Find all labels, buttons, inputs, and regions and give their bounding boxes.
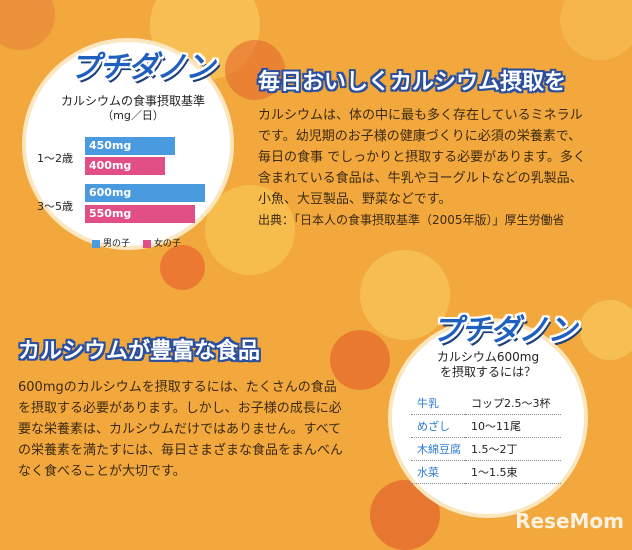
bar-boy-1-2: 450mg xyxy=(85,137,175,155)
source-line: 出典：「日本人の食事摂取基準（2005年版）」厚生労働省 xyxy=(258,213,565,227)
chart-title: カルシウムの食事摂取基準 xyxy=(60,94,205,108)
bar-girl-1-2: 400mg xyxy=(85,157,165,175)
brand-logo: プチダノン xyxy=(432,313,577,348)
legend-swatch-girl xyxy=(142,239,151,248)
text-line: 毎日の食事 でしっかりと摂取する必要があります。多く xyxy=(258,150,586,165)
resemom-watermark: ReseMom xyxy=(515,509,624,533)
section2-text: 600mgのカルシウムを摂取するには、たくさんの食品 を摂取する必要があります。… xyxy=(18,377,343,482)
food-amount: 10～11尾 xyxy=(465,414,561,438)
text-line: 小魚、大豆製品、野菜などです。 xyxy=(258,192,452,207)
text-line: を摂取する必要があります。しかし、お子様の成長に必 xyxy=(18,401,342,416)
table-row: めざし 10～11尾 xyxy=(411,414,561,438)
table-row: 水菜 1～1.5束 xyxy=(411,460,561,484)
bar-boy-3-5: 600mg xyxy=(85,184,205,202)
bg-bubble xyxy=(360,250,450,340)
bar-value: 550mg xyxy=(89,207,132,220)
food-amount: コップ2.5～3杯 xyxy=(465,392,561,415)
section1-text: カルシウムは、体の中に最も多く存在しているミネラル です。幼児期のお子様の健康づ… xyxy=(258,105,586,231)
legend-swatch-boy xyxy=(92,239,100,248)
food-name: 牛乳 xyxy=(411,392,465,415)
chart-unit: （mg／日） xyxy=(102,109,164,122)
chart-legend: 男の子 女の子 xyxy=(92,236,181,249)
section2-heading: カルシウムが豊富な食品 xyxy=(18,339,261,364)
food-box-title-line: カルシウム600mg xyxy=(436,350,540,364)
food-name: 木綿豆腐 xyxy=(411,437,465,461)
bar-girl-3-5: 550mg xyxy=(85,205,195,223)
legend-boy: 男の子 xyxy=(103,239,131,249)
text-line: 含まれている食品は、牛乳やヨーグルトなどの乳製品、 xyxy=(258,171,583,186)
text-line: カルシウムは、体の中に最も多く存在しているミネラル xyxy=(258,108,583,123)
food-amount: 1.5～2丁 xyxy=(465,437,561,461)
bg-bubble xyxy=(205,185,295,275)
text-line: の栄養素を満たすには、毎日さまざまな食品をまんべん xyxy=(18,443,344,458)
bar-value: 600mg xyxy=(89,186,132,199)
age-label: 3～5歳 xyxy=(37,200,73,213)
legend-girl: 女の子 xyxy=(153,239,181,249)
food-name: 水菜 xyxy=(411,460,465,484)
section1-heading: 毎日おいしくカルシウム摂取を xyxy=(258,70,567,95)
bg-bubble xyxy=(330,330,390,390)
text-line: なく食べることが大切です。 xyxy=(18,464,186,479)
food-table: 牛乳 コップ2.5～3杯 めざし 10～11尾 木綿豆腐 1.5～2丁 水菜 1～1.5… xyxy=(411,392,561,484)
text-line: です。幼児期のお子様の健康づくりに必須の栄養素で、 xyxy=(258,129,582,144)
food-box-title: カルシウム600mg を摂取するには？ xyxy=(400,350,576,380)
bg-bubble xyxy=(0,0,55,50)
text-line: 600mgのカルシウムを摂取するには、たくさんの食品 xyxy=(18,380,337,395)
age-label: 1～2歳 xyxy=(37,152,73,165)
food-amount: 1～1.5束 xyxy=(465,460,561,484)
brand-logo: プチダノン xyxy=(70,50,215,85)
bg-bubble xyxy=(580,300,632,360)
bar-value: 450mg xyxy=(89,139,132,152)
bg-bubble xyxy=(225,40,285,100)
table-row: 木綿豆腐 1.5～2丁 xyxy=(411,437,561,461)
food-name: めざし xyxy=(411,414,465,438)
food-box-title-line: を摂取するには？ xyxy=(439,365,536,379)
bg-bubble xyxy=(560,0,632,60)
table-row: 牛乳 コップ2.5～3杯 xyxy=(411,392,561,415)
bg-bubble xyxy=(160,245,205,290)
text-line: 要な栄養素は、カルシウムだけではありません。すべて xyxy=(18,422,342,437)
bar-value: 400mg xyxy=(89,159,132,172)
